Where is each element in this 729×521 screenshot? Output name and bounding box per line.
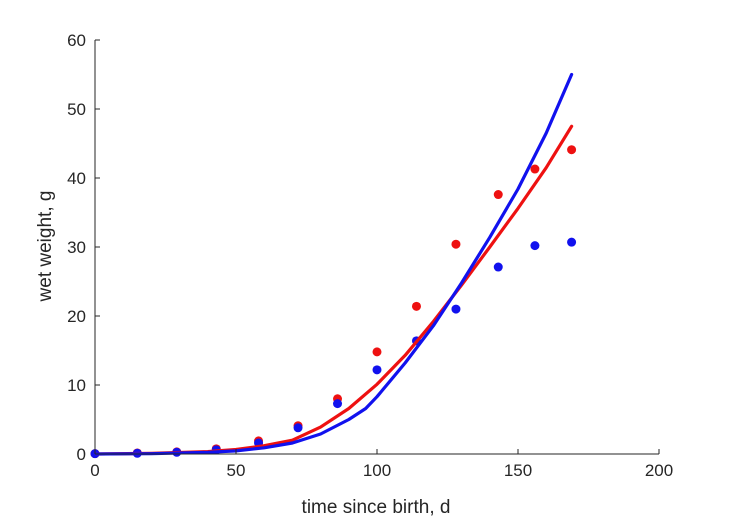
data-point-series-0: [372, 347, 382, 357]
x-tick-label: 100: [363, 461, 391, 480]
data-point-series-0: [451, 239, 461, 249]
x-tick-label: 200: [645, 461, 673, 480]
data-point-series-1: [567, 237, 577, 247]
y-tick-label: 20: [67, 307, 86, 326]
y-axis-label: wet weight, g: [35, 191, 56, 303]
y-tick-label: 10: [67, 376, 86, 395]
y-tick-label: 50: [67, 100, 86, 119]
data-point-series-0: [493, 190, 503, 200]
data-point-series-1: [493, 262, 503, 272]
y-tick-label: 40: [67, 169, 86, 188]
data-point-series-1: [451, 304, 461, 314]
y-tick-label: 0: [77, 445, 86, 464]
data-point-series-0: [567, 145, 577, 155]
y-tick-label: 60: [67, 31, 86, 50]
data-point-series-1: [293, 423, 303, 433]
plot-area: [90, 72, 577, 459]
x-tick-label: 150: [504, 461, 532, 480]
y-tick-label: 30: [67, 238, 86, 257]
data-point-series-1: [333, 399, 343, 409]
fit-curve-series-3: [93, 72, 574, 456]
data-point-series-1: [372, 365, 382, 375]
x-axis-label: time since birth, d: [302, 497, 451, 518]
x-tick-label: 50: [227, 461, 246, 480]
data-point-series-0: [530, 164, 540, 174]
data-point-series-1: [530, 241, 540, 251]
data-point-series-0: [411, 301, 421, 311]
x-tick-label: 0: [90, 461, 99, 480]
axes: 0 50 100 150 200 0 10 20 30 40 50 60: [67, 31, 673, 480]
